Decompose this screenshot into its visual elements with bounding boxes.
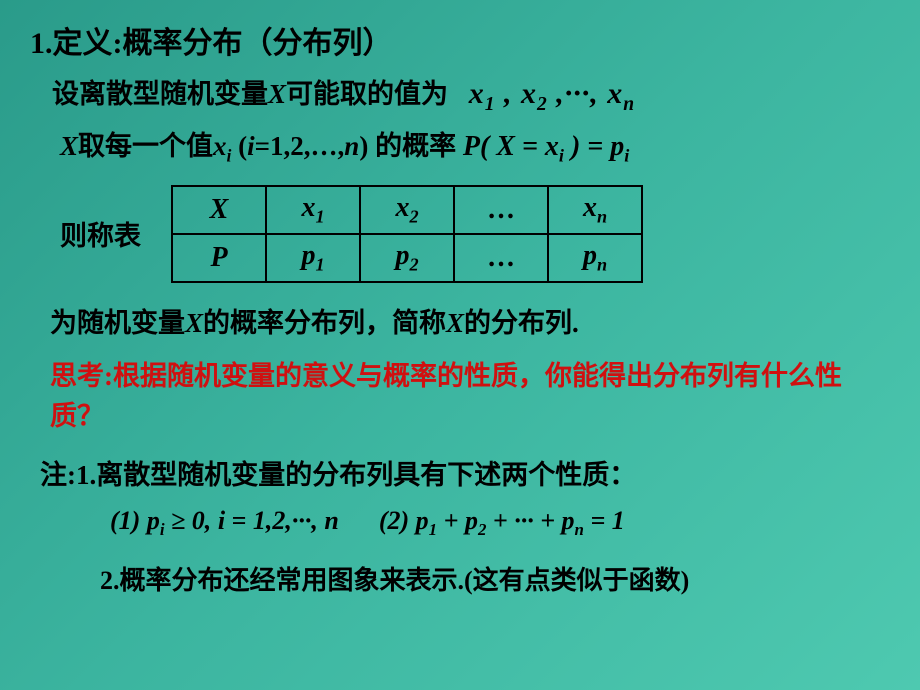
title-label: 定义: [53, 27, 123, 60]
line2-post: 可能取的值为 [286, 79, 448, 109]
prop2: (2) p1 + p2 + ··· + pn = 1 [379, 506, 625, 540]
title-num: 1. [30, 27, 53, 60]
td-dots: … [454, 234, 548, 282]
table-header-row: X x1 x2 … xn [172, 186, 642, 234]
distribution-table: X x1 x2 … xn P p1 p2 … pn [171, 185, 643, 283]
line2: 设离散型随机变量X可能取的值为 x1 , x2 ,···, xn [52, 72, 890, 116]
table-label: 则称表 [60, 214, 141, 253]
last-label: 2. [100, 566, 120, 595]
prop1: (1) pi ≥ 0, i = 1,2,···, n [110, 506, 339, 540]
line3-a: 取每一个值 [78, 131, 213, 161]
note-text: 离散型随机变量的分布列具有下述两个性质： [96, 460, 636, 490]
line3-paren: (i=1,2,…,n) [238, 131, 368, 161]
th-xn: xn [548, 186, 642, 234]
line3-xi: xi [213, 131, 231, 161]
properties-row: (1) pi ≥ 0, i = 1,2,···, n (2) p1 + p2 +… [110, 506, 890, 540]
td-p2: p2 [360, 234, 454, 282]
th-dots: … [454, 186, 548, 234]
note-label: 注:1. [40, 460, 96, 490]
line5-X2: X [446, 308, 464, 338]
title-line: 1.定义:概率分布（分布列） [30, 18, 890, 62]
line5: 为随机变量X的概率分布列，简称X的分布列. [50, 301, 890, 340]
title-text: 概率分布（分布列） [123, 27, 393, 60]
think-block: 思考:根据随机变量的意义与概率的性质，你能得出分布列有什么性质？ [50, 356, 890, 437]
line3-X: X [60, 131, 78, 161]
table-row-container: 则称表 X x1 x2 … xn P p1 p2 … pn [60, 185, 890, 283]
line3: X取每一个值xi (i=1,2,…,n) 的概率 P( X = xi ) = p… [60, 124, 890, 167]
line5-a: 为随机变量 [50, 308, 185, 338]
th-x1: x1 [266, 186, 360, 234]
note-line: 注:1.离散型随机变量的分布列具有下述两个性质： [40, 453, 890, 492]
th-X: X [172, 186, 266, 234]
th-x2: x2 [360, 186, 454, 234]
line5-X1: X [185, 308, 203, 338]
table-prob-row: P p1 p2 … pn [172, 234, 642, 282]
td-pn: pn [548, 234, 642, 282]
line2-pre: 设离散型随机变量 [52, 79, 268, 109]
line2-seq: x1 , x2 ,···, xn [469, 77, 635, 110]
line5-c: 的分布列. [464, 308, 579, 338]
think-label: 思考: [50, 361, 113, 391]
think-text: 根据随机变量的意义与概率的性质，你能得出分布列有什么性质？ [50, 361, 842, 432]
td-p1: p1 [266, 234, 360, 282]
line2-X: X [268, 79, 286, 109]
line3-eq: P( X = xi ) = pi [463, 131, 630, 162]
line5-b: 的概率分布列，简称 [203, 308, 446, 338]
td-P: P [172, 234, 266, 282]
line3-b: 的概率 [375, 131, 463, 161]
last-text: 概率分布还经常用图象来表示.(这有点类似于函数) [120, 566, 690, 595]
last-line: 2.概率分布还经常用图象来表示.(这有点类似于函数) [100, 560, 890, 597]
